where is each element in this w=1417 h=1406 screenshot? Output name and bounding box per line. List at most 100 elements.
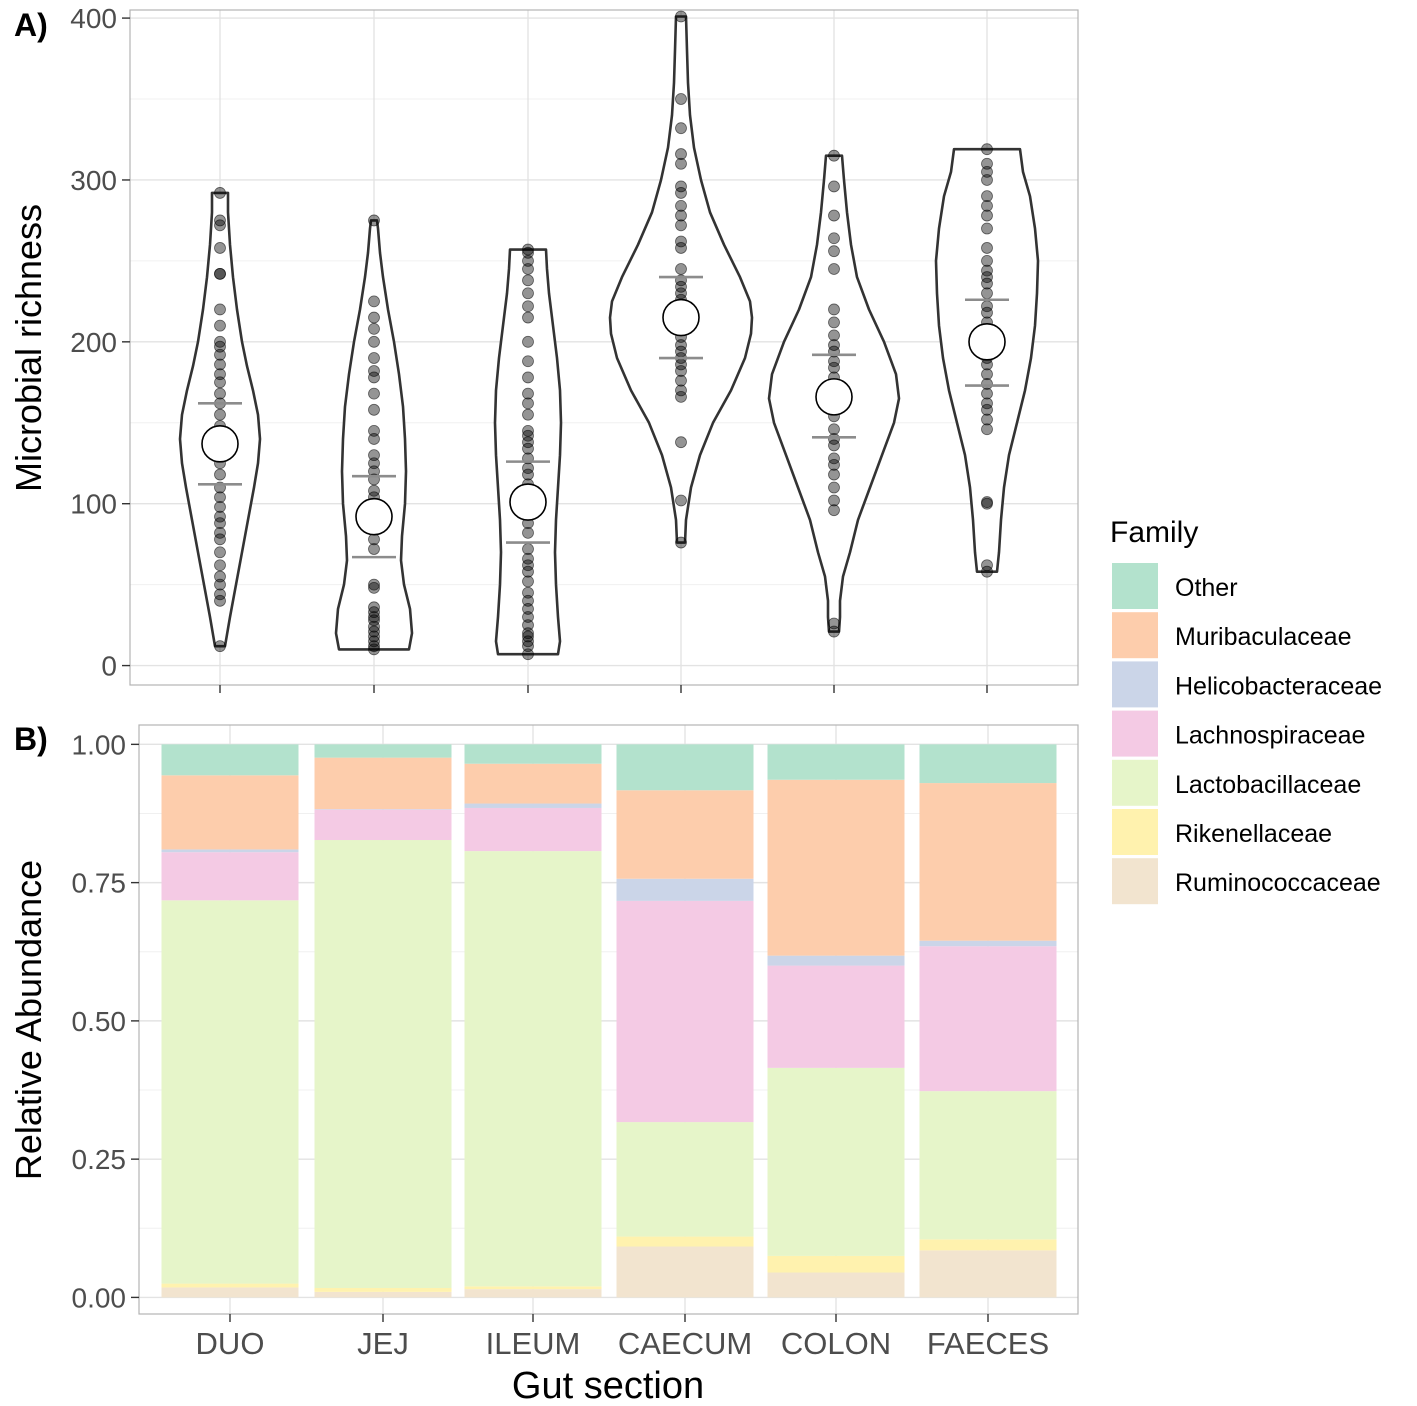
panel-b-y-tick-label: 0.75	[72, 868, 127, 899]
data-point	[981, 209, 993, 222]
data-point	[368, 352, 380, 364]
data-point	[368, 640, 380, 653]
bar-segment-muribaculaceae	[919, 783, 1057, 941]
panel-a-y-axis-label: Microbial richness	[8, 204, 49, 492]
data-point	[981, 397, 993, 410]
bar-segment-other	[161, 744, 299, 776]
data-point	[981, 565, 993, 578]
legend-swatch	[1112, 563, 1158, 609]
bar-segment-lachnospiraceae	[314, 809, 452, 841]
panel-a-axis-ticks: 0 100 200 300 400	[70, 3, 988, 693]
data-point	[828, 361, 840, 374]
legend-item-rikenellaceae: Rikenellaceae	[1112, 809, 1332, 855]
panel-a-plot-area	[130, 10, 1078, 685]
panel-a-label: A)	[14, 7, 48, 43]
bar-segment-ruminococcaceae	[919, 1250, 1057, 1298]
data-point	[214, 517, 226, 530]
data-point	[368, 365, 380, 377]
bar-segment-rikenellaceae	[314, 1288, 452, 1292]
data-point	[675, 242, 687, 254]
data-point	[675, 219, 687, 232]
data-point	[214, 319, 226, 332]
legend-label: Helicobacteraceae	[1175, 672, 1382, 700]
legend-item-ruminococcaceae: Ruminococcaceae	[1112, 858, 1381, 905]
bar-segment-rikenellaceae	[161, 1283, 299, 1288]
data-point	[981, 264, 993, 277]
data-point	[981, 222, 993, 235]
data-point	[675, 390, 687, 403]
bar-stack-caecum	[616, 744, 754, 1298]
legend-item-lactobacillaceae: Lactobacillaceae	[1112, 759, 1361, 806]
panel-b-bars	[161, 744, 1057, 1298]
violin-group-duo	[178, 187, 262, 653]
violin-group-colon	[767, 149, 901, 638]
data-point	[675, 374, 687, 387]
data-point	[522, 274, 534, 287]
panel-a-y-tick-label: 400	[70, 3, 117, 34]
data-point	[981, 496, 993, 508]
mean-marker	[509, 483, 547, 521]
data-point	[522, 635, 534, 648]
bar-segment-lachnospiraceae	[464, 807, 602, 852]
mean-marker	[201, 425, 239, 463]
data-point	[828, 149, 840, 162]
data-point	[828, 316, 840, 329]
data-point	[522, 387, 534, 400]
data-point	[675, 122, 687, 135]
data-point	[522, 526, 534, 539]
data-point	[981, 306, 993, 319]
data-point	[675, 263, 687, 275]
bar-segment-lactobacillaceae	[464, 851, 602, 1287]
panel-b-x-tick-label: COLON	[781, 1326, 891, 1361]
bar-stack-duo	[161, 744, 299, 1298]
bar-segment-muribaculaceae	[616, 790, 754, 879]
bar-segment-helicobacteraceae	[314, 809, 452, 810]
violin-group-ileum	[493, 243, 563, 661]
data-point	[675, 148, 687, 160]
data-point	[368, 578, 380, 591]
bar-segment-lachnospiraceae	[616, 900, 754, 1123]
data-point	[522, 603, 534, 615]
data-point	[522, 429, 534, 442]
bar-segment-lactobacillaceae	[161, 900, 299, 1284]
legend: Family Other Muribaculaceae Helicobacterac…	[1110, 516, 1382, 905]
data-point	[368, 433, 380, 445]
data-point	[214, 578, 226, 591]
legend-swatch	[1112, 858, 1158, 905]
data-point	[368, 635, 380, 648]
data-point	[522, 559, 534, 572]
legend-label: Muribaculaceae	[1175, 623, 1352, 651]
data-point	[828, 625, 840, 638]
data-point	[368, 643, 380, 656]
data-point	[675, 339, 687, 351]
bar-segment-lachnospiraceae	[919, 946, 1057, 1092]
data-point	[214, 588, 226, 601]
bar-stack-ileum	[464, 744, 602, 1298]
data-point	[214, 559, 226, 572]
data-point	[981, 174, 993, 186]
data-point	[828, 263, 840, 275]
bar-segment-muribaculaceae	[161, 775, 299, 850]
data-point	[214, 594, 226, 607]
panel-b-label: B)	[14, 721, 48, 757]
legend-title: Family	[1110, 516, 1198, 549]
data-point	[981, 157, 993, 170]
bar-segment-other	[464, 744, 602, 764]
panel-a-y-tick-label: 0	[101, 651, 117, 682]
data-point	[981, 559, 993, 572]
data-point	[675, 187, 687, 199]
legend-swatch	[1112, 661, 1158, 708]
bar-segment-ruminococcaceae	[314, 1291, 452, 1298]
data-point	[981, 277, 993, 290]
data-point	[981, 242, 993, 254]
data-point	[675, 93, 687, 105]
data-point	[368, 387, 380, 400]
data-point	[981, 165, 993, 178]
data-point	[214, 510, 226, 523]
bar-segment-muribaculaceae	[314, 757, 452, 810]
legend-label: Lactobacillaceae	[1175, 771, 1361, 799]
data-point	[828, 468, 840, 481]
panel-b-x-tick-label: ILEUM	[486, 1326, 581, 1361]
panel-a-border	[129, 9, 1079, 686]
bar-stack-colon	[767, 744, 905, 1298]
